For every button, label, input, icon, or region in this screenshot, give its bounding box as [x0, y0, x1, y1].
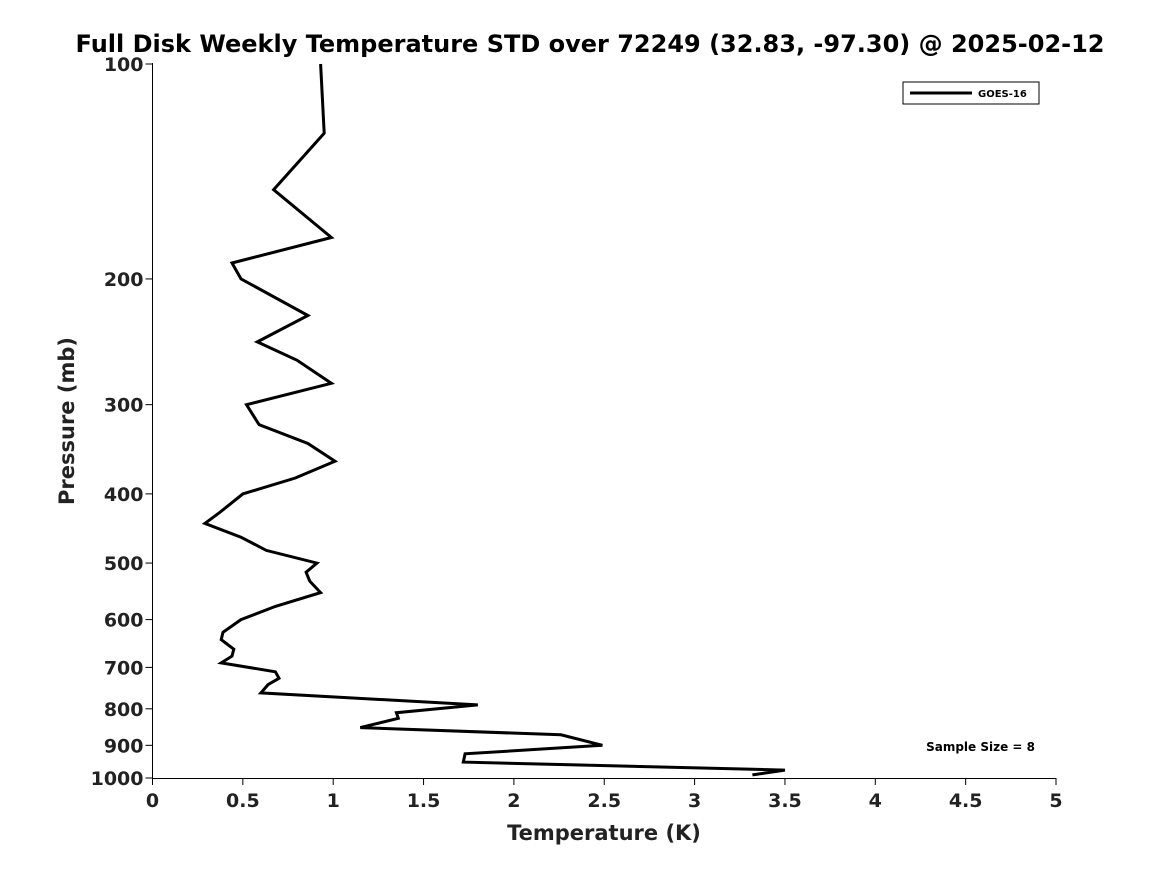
y-tick-label: 600 [104, 610, 144, 632]
x-tick-label: 1 [327, 790, 340, 812]
legend-entry-goes-16: GOES-16 [978, 89, 1027, 100]
x-tick-label: 2 [507, 790, 520, 812]
plot-area [152, 63, 1056, 779]
y-tick-label: 700 [104, 657, 144, 679]
y-tick-label: 200 [104, 269, 144, 291]
y-tick-label: 1000 [91, 768, 144, 790]
y-axis-ticks: 100 200 300 400 500 600 700 800 900 1000 [91, 54, 153, 790]
y-axis-label: Pressure (mb) [55, 337, 79, 505]
x-tick-label: 2.5 [587, 790, 621, 812]
x-tick-label: 3 [688, 790, 701, 812]
y-tick-label: 500 [104, 553, 144, 575]
y-tick-label: 100 [104, 54, 144, 76]
legend: GOES-16 [902, 81, 1040, 105]
x-tick-label: 4.5 [949, 790, 983, 812]
y-tick-label: 300 [104, 395, 144, 417]
series-line-goes-16 [201, 63, 786, 777]
x-tick-label: 3.5 [768, 790, 802, 812]
y-tick-label: 800 [104, 699, 144, 721]
y-tick-label: 400 [104, 484, 144, 506]
x-axis-label: Temperature (K) [507, 821, 701, 845]
chart-title: Full Disk Weekly Temperature STD over 72… [76, 30, 1105, 58]
x-tick-label: 5 [1049, 790, 1062, 812]
x-tick-label: 0.5 [226, 790, 260, 812]
x-tick-label: 1.5 [407, 790, 441, 812]
x-tick-label: 0 [146, 790, 159, 812]
y-tick-label: 900 [104, 735, 144, 757]
sample-size-annotation: Sample Size = 8 [926, 740, 1035, 754]
series-layer [201, 63, 786, 777]
x-axis-ticks: 0 0.5 1 1.5 2 2.5 3 3.5 4 4.5 5 [146, 778, 1063, 812]
x-tick-label: 4 [869, 790, 882, 812]
